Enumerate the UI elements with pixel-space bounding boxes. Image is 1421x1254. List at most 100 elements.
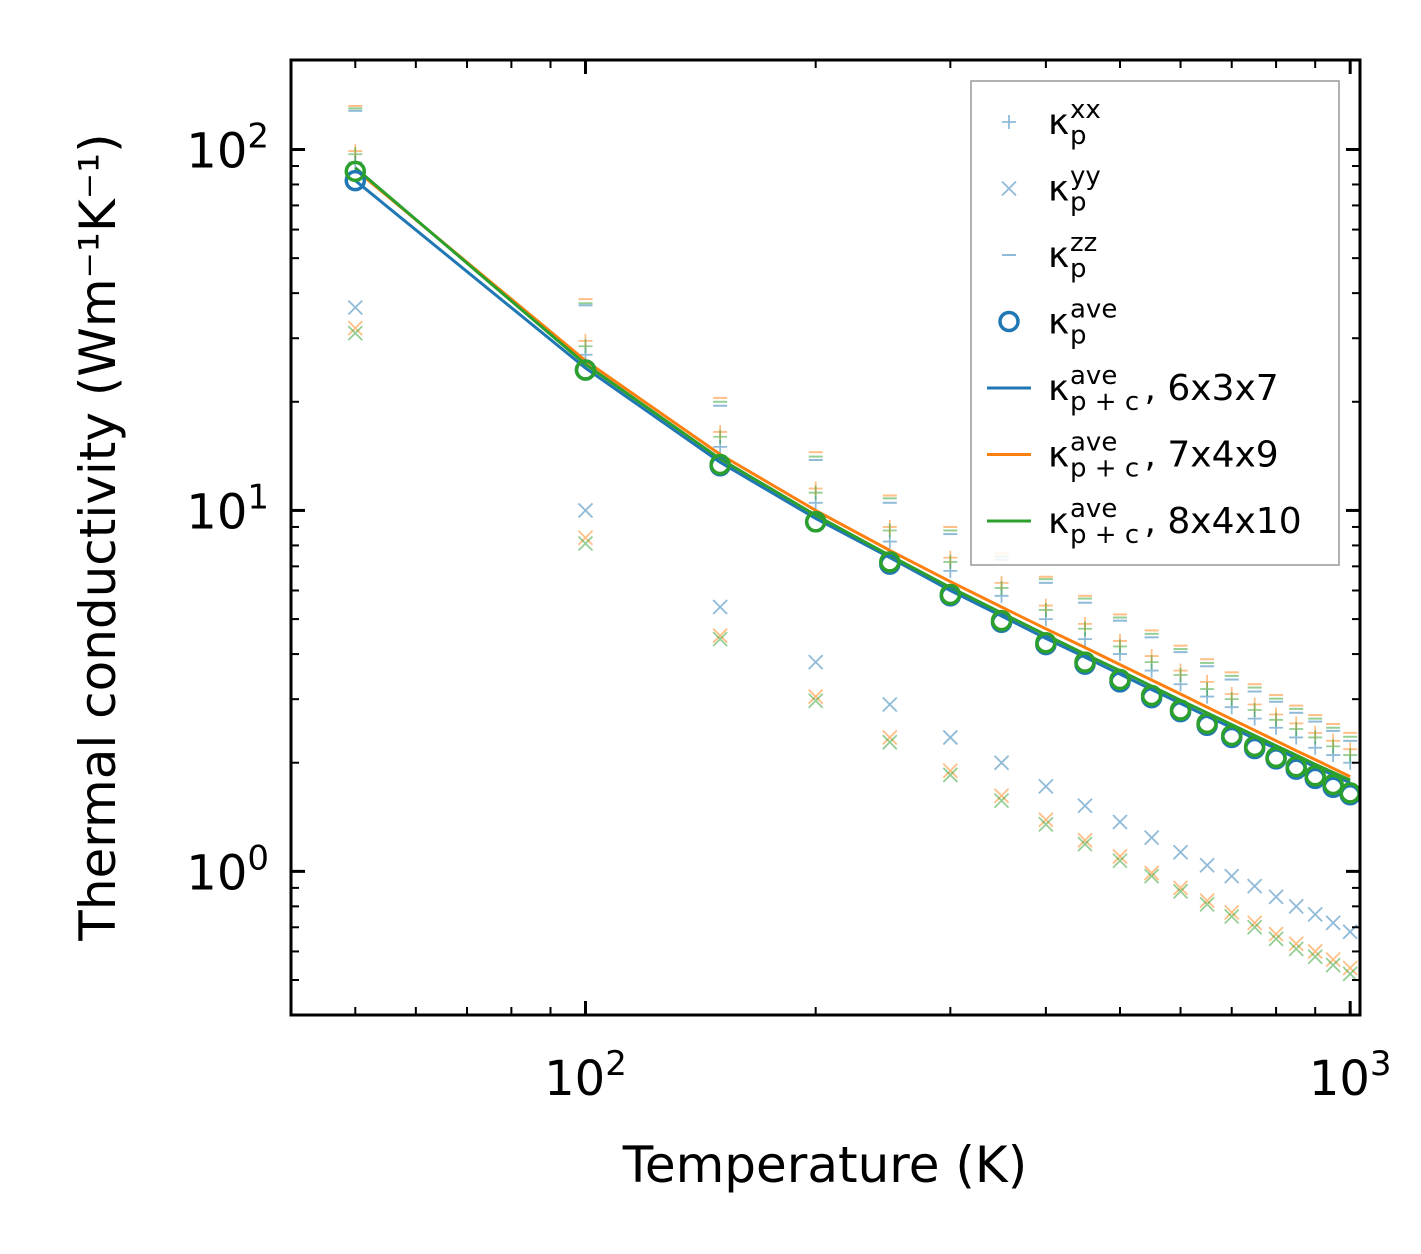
series-xx-8x4x10-point-13-glyph bbox=[1224, 692, 1239, 707]
series-ave-6x3x7-point-0 bbox=[344, 169, 367, 192]
series-yy-8x4x10-point-11 bbox=[1172, 883, 1189, 900]
series-yy-8x4x10-point-17-glyph bbox=[1307, 949, 1323, 965]
series-yy-6x3x7-point-18 bbox=[1325, 915, 1341, 931]
series-xx-8x4x10-point-17-glyph bbox=[1308, 730, 1323, 745]
y-tick-label-1-base: 10 bbox=[186, 484, 247, 540]
series-yy-6x3x7-point-5 bbox=[942, 729, 958, 746]
series-xx-8x4x10-point-1 bbox=[578, 339, 593, 354]
series-yy-6x3x7-point-2 bbox=[712, 599, 728, 615]
series-yy-8x4x10-point-16-glyph bbox=[1288, 941, 1304, 957]
series-yy-7x4x9-point-17 bbox=[1307, 943, 1323, 960]
legend-entry-3-marker-swatch bbox=[998, 310, 1020, 333]
x-tick-label-1-exponent: 3 bbox=[1370, 1044, 1392, 1084]
series-yy-8x4x10-point-7-glyph bbox=[1038, 816, 1054, 832]
series-yy-7x4x9-point-1-glyph bbox=[577, 530, 594, 546]
series-yy-8x4x10-point-15 bbox=[1268, 931, 1284, 947]
series-yy-7x4x9-point-7 bbox=[1038, 812, 1054, 828]
series-yy-6x3x7-point-9-glyph bbox=[1112, 814, 1128, 830]
series-yy-8x4x10-point-18 bbox=[1325, 957, 1341, 973]
series-yy-6x3x7-point-10 bbox=[1144, 830, 1160, 846]
series-yy-6x3x7-point-11-glyph bbox=[1172, 844, 1189, 860]
series-xx-8x4x10-point-16-glyph bbox=[1289, 721, 1304, 736]
series-yy-8x4x10-point-1 bbox=[577, 535, 594, 552]
legend-entry-6-symbol: κ bbox=[1048, 501, 1069, 542]
legend-entry-6-suffix: , 8x4x10 bbox=[1145, 501, 1302, 542]
series-yy-7x4x9-point-7-glyph bbox=[1038, 812, 1054, 828]
series-yy-6x3x7-point-11 bbox=[1172, 844, 1189, 860]
series-yy-7x4x9-point-13 bbox=[1224, 904, 1240, 920]
series-yy-8x4x10-point-19 bbox=[1342, 966, 1358, 982]
series-yy-7x4x9-point-6-glyph bbox=[993, 788, 1010, 804]
series-yy-6x3x7-point-1-glyph bbox=[577, 502, 594, 519]
series-ave-8x4x10-point-2 bbox=[709, 453, 731, 476]
legend-entry-2-label: κzz p bbox=[1048, 228, 1097, 284]
legend-entry-1-label: κyy p bbox=[1048, 162, 1101, 218]
legend-entry-6-label: κave p + c, 8x4x10 bbox=[1048, 494, 1302, 550]
legend-entry-4-suffix: , 6x3x7 bbox=[1145, 368, 1279, 409]
series-ave-8x4x10-point-2-glyph bbox=[709, 453, 731, 476]
series-yy-7x4x9-point-2 bbox=[712, 627, 728, 644]
y-tick-label-2: 102 bbox=[186, 117, 269, 180]
series-yy-6x3x7-point-18-glyph bbox=[1325, 915, 1341, 931]
series-yy-6x3x7-point-7-glyph bbox=[1038, 778, 1054, 794]
series-yy-8x4x10-point-2 bbox=[712, 631, 728, 647]
series-ave-8x4x10-point-0-glyph bbox=[344, 160, 367, 183]
series-xx-8x4x10-point-9 bbox=[1112, 639, 1127, 654]
series-yy-8x4x10-point-13 bbox=[1224, 908, 1240, 925]
legend-entry-2-subscript: p bbox=[1070, 254, 1087, 284]
series-yy-7x4x9-point-12 bbox=[1199, 892, 1215, 909]
legend-entry-4-subscript: p + c bbox=[1070, 387, 1139, 417]
series-ave-8x4x10-point-10 bbox=[1140, 684, 1163, 707]
series-yy-8x4x10-point-9-glyph bbox=[1112, 853, 1128, 869]
series-xx-8x4x10-point-3 bbox=[808, 485, 823, 500]
series-yy-6x3x7-point-16 bbox=[1288, 898, 1304, 914]
series-yy-7x4x9-point-14-glyph bbox=[1247, 915, 1263, 931]
series-ave-8x4x10-point-0 bbox=[344, 160, 367, 183]
series-ave-8x4x10-point-13-glyph bbox=[1220, 724, 1243, 747]
series-ave-8x4x10-point-14 bbox=[1243, 735, 1266, 758]
series-yy-6x3x7-point-4-glyph bbox=[882, 696, 898, 713]
series-yy-6x3x7-point-15-glyph bbox=[1268, 889, 1284, 905]
legend-entry-6: κave p + c, 8x4x10 bbox=[987, 494, 1302, 550]
legend-entry-3-symbol: κ bbox=[1048, 302, 1069, 343]
series-ave-8x4x10-point-1-glyph bbox=[574, 359, 597, 381]
series-yy-6x3x7-point-6-glyph bbox=[993, 755, 1010, 771]
legend-entry-3-label: κave p bbox=[1048, 295, 1117, 351]
series-xx-8x4x10-point-9-glyph bbox=[1112, 639, 1127, 654]
series-yy-7x4x9-point-19-glyph bbox=[1342, 960, 1358, 976]
series-yy-8x4x10-point-13-glyph bbox=[1224, 908, 1240, 925]
legend-entry-4-superscript: ave bbox=[1070, 361, 1117, 391]
series-yy-7x4x9-point-4-glyph bbox=[882, 729, 898, 746]
series-yy-8x4x10-point-14 bbox=[1247, 919, 1263, 935]
series-ave-8x4x10-point-3-glyph bbox=[804, 511, 827, 533]
series-xx-8x4x10-point-7-glyph bbox=[1038, 602, 1053, 617]
series-yy-8x4x10-point-3-glyph bbox=[808, 693, 824, 709]
series-xx-8x4x10-point-6-glyph bbox=[994, 580, 1009, 595]
series-ave-8x4x10-point-16 bbox=[1285, 755, 1307, 778]
legend-entry-2-superscript: zz bbox=[1070, 228, 1097, 258]
series-yy-6x3x7-point-7 bbox=[1038, 778, 1054, 794]
series-yy-8x4x10-point-8 bbox=[1077, 836, 1093, 852]
legend-entry-6-subscript: p + c bbox=[1070, 520, 1139, 550]
series-yy-7x4x9-point-12-glyph bbox=[1199, 892, 1215, 909]
series-yy-7x4x9-point-18 bbox=[1325, 951, 1341, 968]
legend-entry-5-label: κave p + c, 7x4x9 bbox=[1048, 428, 1279, 484]
series-xx-8x4x10-point-0-glyph bbox=[348, 147, 363, 162]
series-yy-7x4x9-point-19 bbox=[1342, 960, 1358, 976]
y-tick-label-2-base: 10 bbox=[186, 124, 247, 180]
series-yy-7x4x9-point-8 bbox=[1077, 832, 1093, 848]
series-ave-8x4x10-point-9-glyph bbox=[1109, 668, 1131, 691]
legend-entry-5-superscript: ave bbox=[1070, 428, 1117, 458]
series-ave-8x4x10-point-3 bbox=[804, 511, 827, 533]
series-yy-7x4x9-point-14 bbox=[1247, 915, 1263, 931]
legend-entry-0-superscript: xx bbox=[1070, 95, 1101, 125]
series-yy-6x3x7-point-13 bbox=[1224, 868, 1240, 884]
series-yy-7x4x9-point-9 bbox=[1112, 848, 1128, 865]
series-yy-8x4x10-point-4-glyph bbox=[882, 734, 898, 750]
series-xx-8x4x10-point-1-glyph bbox=[578, 339, 593, 354]
legend-entry-1-symbol: κ bbox=[1048, 169, 1069, 210]
series-yy-6x3x7-point-3 bbox=[808, 654, 824, 670]
series-yy-7x4x9-point-11 bbox=[1172, 880, 1189, 896]
